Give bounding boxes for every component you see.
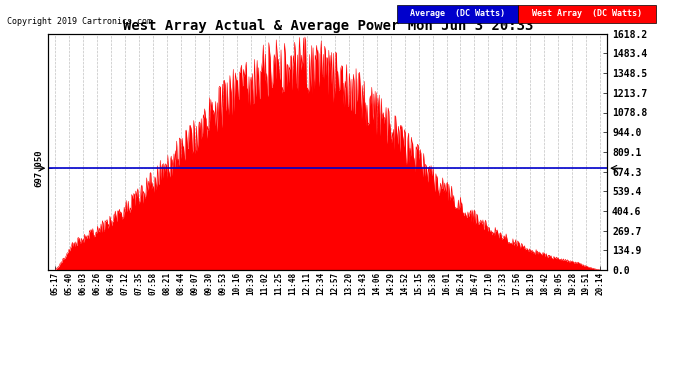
Text: Copyright 2019 Cartronics.com: Copyright 2019 Cartronics.com xyxy=(7,17,152,26)
Text: Average  (DC Watts): Average (DC Watts) xyxy=(410,9,504,18)
Title: West Array Actual & Average Power Mon Jun 3 20:33: West Array Actual & Average Power Mon Ju… xyxy=(123,19,533,33)
Text: West Array  (DC Watts): West Array (DC Watts) xyxy=(531,9,642,18)
